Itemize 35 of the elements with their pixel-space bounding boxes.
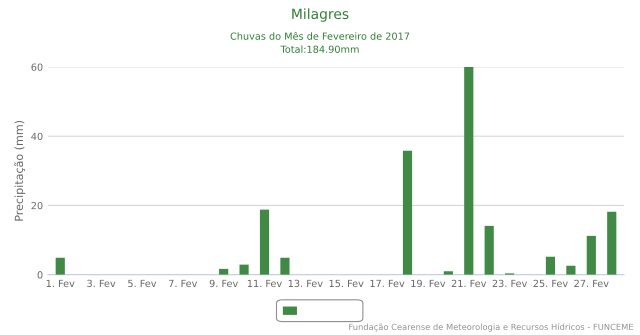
x-tick-label: 19. Fev [411, 280, 446, 288]
y-tick-label: 0 [38, 271, 42, 279]
bar [402, 150, 412, 275]
bar [607, 212, 616, 275]
x-tick-label: 3. Fev [87, 280, 116, 288]
bar [219, 268, 228, 275]
x-tick-label: 9. Fev [210, 280, 238, 288]
bar [280, 258, 290, 275]
y-axis-title: Precipitação (mm) [14, 120, 26, 221]
bar [444, 271, 453, 275]
y-tick-label: 40 [31, 132, 42, 140]
x-tick-label: 15. Fev [330, 280, 364, 288]
x-tick-label: 27. Fev [574, 280, 609, 288]
bar [239, 264, 249, 275]
x-tick-label: 17. Fev [370, 280, 404, 288]
y-tick-label: 60 [31, 63, 42, 71]
chart-subtitle: Chuvas do Mês de Fevereiro de 2017 Total:184.90mm [230, 32, 410, 53]
bar [546, 256, 556, 275]
bar [566, 266, 576, 275]
bar [56, 258, 65, 275]
x-tick-label: 11. Fev [248, 280, 282, 288]
x-tick-label: 5. Fev [128, 280, 156, 288]
text: Fundação Cearense de Meteorologia e Recursos Hídricos - FUNCEME [349, 323, 634, 332]
y-tick-label: 20 [31, 202, 42, 210]
bar [464, 67, 474, 275]
bar [586, 236, 596, 275]
x-tick-label: 23. Fev [492, 280, 527, 288]
bar [484, 226, 494, 275]
x-tick-label: 7. Fev [169, 280, 198, 288]
x-tick-label: 1. Fev [46, 280, 75, 288]
bar [260, 210, 270, 275]
x-tick-label: 13. Fev [288, 280, 323, 288]
x-tick-label: 21. Fev [452, 280, 486, 288]
chart-title: Milagres [292, 8, 348, 22]
x-tick-label: 25. Fev [534, 280, 568, 288]
